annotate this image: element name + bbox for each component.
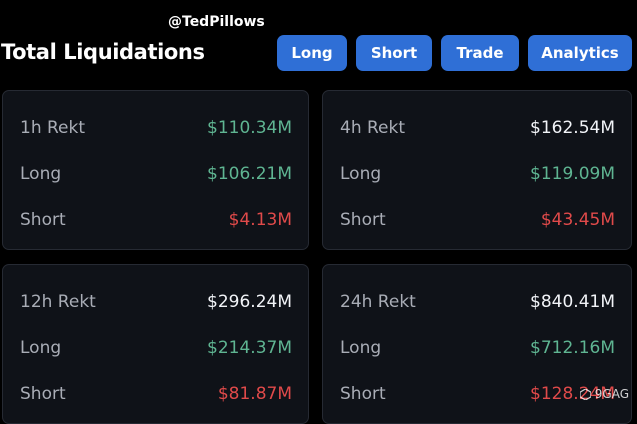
short-button[interactable]: Short [356,35,432,71]
nav-bar: Long Short Trade Analytics [277,35,632,71]
9gag-logo-icon [579,388,591,400]
short-label: Short [20,210,66,230]
page-title: Total Liquidations [1,40,205,64]
long-label: Long [340,338,382,358]
footer-watermark-text: 9GAG [594,387,629,401]
liquidation-card-12h: 12h Rekt $296.24M Long $214.37M Short $8… [2,264,309,424]
short-label: Short [340,210,386,230]
short-label: Short [340,384,386,404]
total-row: 4h Rekt $162.54M [340,118,615,138]
long-row: Long $214.37M [20,338,292,358]
watermark-handle: @TedPillows [168,14,265,30]
total-value: $296.24M [207,292,292,312]
long-label: Long [20,338,62,358]
long-row: Long $119.09M [340,164,615,184]
short-value: $4.13M [228,210,292,230]
short-row: Short $81.87M [20,384,292,404]
long-button[interactable]: Long [277,35,347,71]
long-value: $119.09M [530,164,615,184]
long-label: Long [340,164,382,184]
liquidation-card-1h: 1h Rekt $110.34M Long $106.21M Short $4.… [2,90,309,250]
long-value: $214.37M [207,338,292,358]
analytics-button[interactable]: Analytics [528,35,632,71]
short-label: Short [20,384,66,404]
period-label: 1h Rekt [20,118,86,138]
liquidation-card-24h: 24h Rekt $840.41M Long $712.16M Short $1… [322,264,632,424]
total-value: $162.54M [530,118,615,138]
long-label: Long [20,164,62,184]
total-row: 1h Rekt $110.34M [20,118,292,138]
total-value: $110.34M [207,118,292,138]
short-value: $128.24M [530,384,615,404]
trade-button[interactable]: Trade [441,35,519,71]
short-row: Short $43.45M [340,210,615,230]
long-value: $106.21M [207,164,292,184]
total-row: 12h Rekt $296.24M [20,292,292,312]
long-value: $712.16M [530,338,615,358]
footer-watermark: 9GAG [579,387,629,401]
liquidation-card-4h: 4h Rekt $162.54M Long $119.09M Short $43… [322,90,632,250]
long-row: Long $712.16M [340,338,615,358]
period-label: 24h Rekt [340,292,416,312]
period-label: 12h Rekt [20,292,96,312]
short-row: Short $128.24M [340,384,615,404]
short-row: Short $4.13M [20,210,292,230]
total-row: 24h Rekt $840.41M [340,292,615,312]
long-row: Long $106.21M [20,164,292,184]
short-value: $43.45M [540,210,615,230]
total-value: $840.41M [530,292,615,312]
period-label: 4h Rekt [340,118,406,138]
short-value: $81.87M [217,384,292,404]
